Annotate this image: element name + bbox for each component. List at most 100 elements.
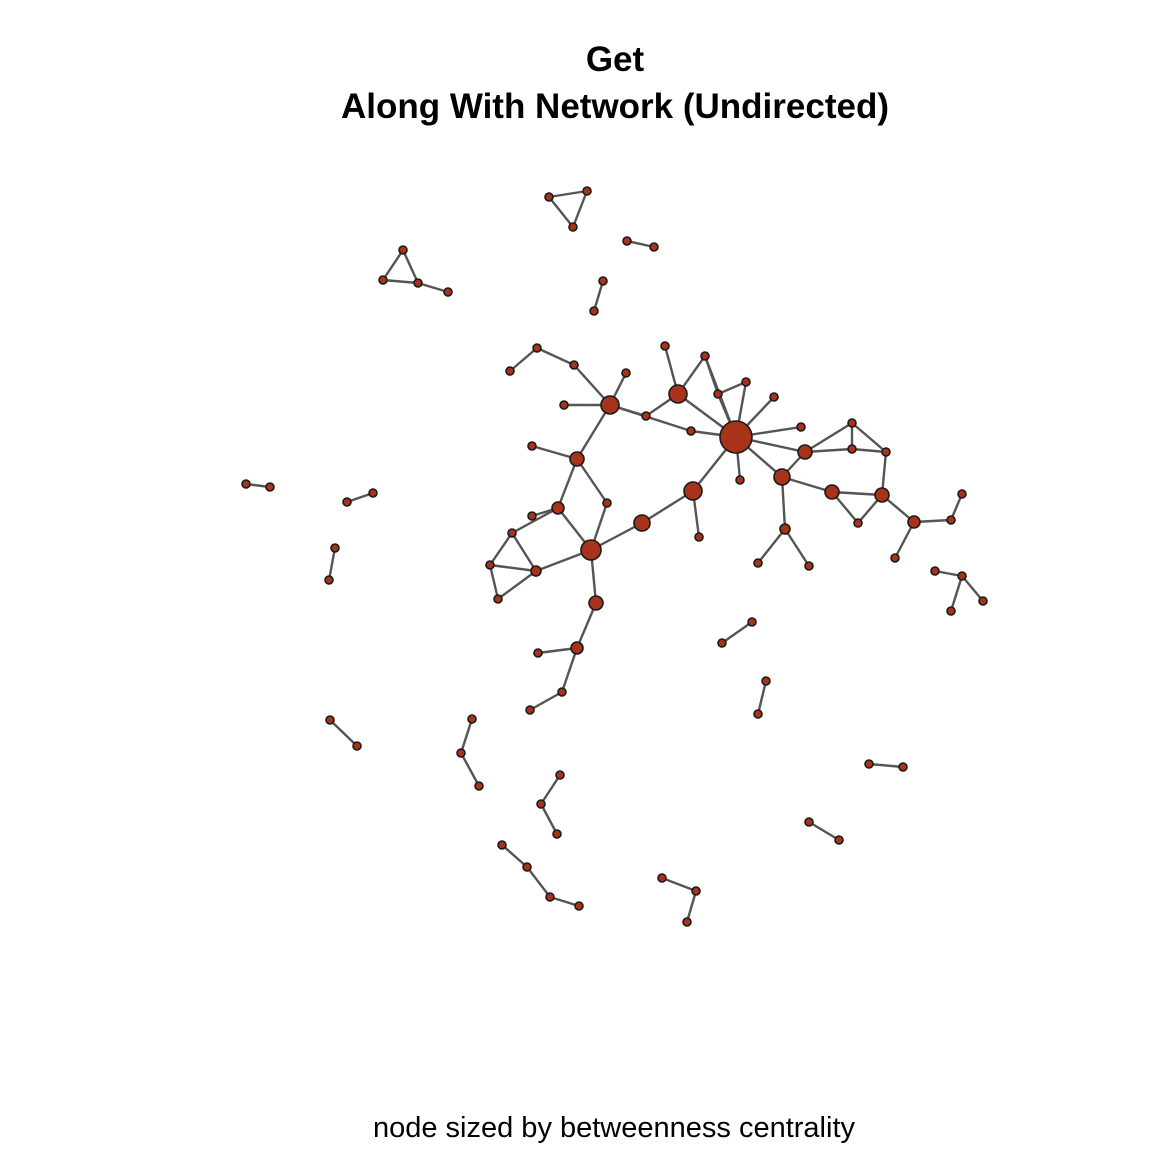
network-edge xyxy=(575,404,612,460)
network-node xyxy=(978,596,988,606)
figure-title: Get Along With Network (Undirected) xyxy=(0,36,1152,130)
network-edge xyxy=(576,458,608,504)
network-node xyxy=(907,515,921,529)
network-edge xyxy=(685,890,698,923)
network-node xyxy=(600,395,620,415)
network-edge xyxy=(549,895,580,908)
network-node xyxy=(589,306,599,316)
network-node xyxy=(694,532,704,542)
network-node xyxy=(530,565,542,577)
network-node xyxy=(525,705,535,715)
network-edge xyxy=(329,719,358,747)
network-edge xyxy=(497,570,537,600)
network-edge xyxy=(757,528,786,564)
network-node xyxy=(946,606,956,616)
network-node xyxy=(330,543,340,553)
network-edge xyxy=(851,447,887,454)
network-node xyxy=(761,676,771,686)
network-node xyxy=(735,475,745,485)
network-node xyxy=(930,566,940,576)
network-node xyxy=(536,799,546,809)
network-edge xyxy=(721,621,753,644)
network-node xyxy=(686,426,696,436)
network-node xyxy=(957,489,967,499)
network-edge xyxy=(536,346,575,367)
network-node xyxy=(847,444,857,454)
network-edge xyxy=(417,281,449,294)
network-node xyxy=(633,514,651,532)
network-edge xyxy=(459,718,474,754)
network-edge xyxy=(961,575,984,602)
network-edge xyxy=(327,547,337,581)
network-edge xyxy=(868,762,904,769)
network-node xyxy=(522,862,532,872)
network-edge xyxy=(609,403,692,433)
edge-layer xyxy=(245,189,984,923)
network-node xyxy=(957,571,967,581)
network-node xyxy=(824,484,840,500)
network-node xyxy=(700,351,710,361)
network-node xyxy=(568,222,578,232)
network-node xyxy=(527,511,537,521)
network-node xyxy=(580,539,602,561)
network-node xyxy=(641,411,651,421)
network-node xyxy=(552,829,562,839)
network-node xyxy=(598,276,608,286)
network-node xyxy=(505,366,515,376)
network-edge xyxy=(401,249,420,284)
network-node xyxy=(747,617,757,627)
network-node xyxy=(804,817,814,827)
network-node xyxy=(342,497,352,507)
network-edge xyxy=(501,844,528,868)
network-node xyxy=(797,444,813,460)
network-node xyxy=(533,648,543,658)
network-node xyxy=(713,389,723,399)
network-node xyxy=(557,687,567,697)
network-node xyxy=(683,481,703,501)
network-node xyxy=(874,487,890,503)
node-layer xyxy=(241,186,988,927)
network-node xyxy=(398,245,408,255)
network-node xyxy=(551,501,565,515)
network-node xyxy=(378,275,388,285)
network-node xyxy=(588,595,604,611)
network-node xyxy=(853,518,863,528)
network-node xyxy=(602,498,612,508)
network-node xyxy=(804,561,814,571)
network-node xyxy=(660,341,670,351)
network-node xyxy=(456,748,466,758)
title-line-1: Get xyxy=(585,40,645,79)
network-node xyxy=(555,770,565,780)
network-node xyxy=(569,360,579,370)
network-node xyxy=(622,236,632,246)
network-node xyxy=(493,594,503,604)
network-edge xyxy=(488,564,500,600)
network-node xyxy=(544,192,554,202)
network-node xyxy=(325,715,335,725)
network-edge xyxy=(804,421,853,454)
network-node xyxy=(779,523,791,535)
network-node xyxy=(946,515,956,525)
network-node xyxy=(657,873,667,883)
network-edge xyxy=(661,876,697,893)
network-edge xyxy=(783,528,811,567)
network-node xyxy=(352,741,362,751)
network-node xyxy=(569,451,585,467)
network-edge xyxy=(531,444,578,461)
network-edge xyxy=(556,458,579,509)
network-node xyxy=(691,886,701,896)
network-edge xyxy=(717,380,747,396)
network-node xyxy=(467,714,477,724)
network-node xyxy=(753,709,763,719)
network-edge xyxy=(489,563,537,573)
network-node xyxy=(368,488,378,498)
network-node xyxy=(532,343,542,353)
network-node xyxy=(796,422,806,432)
network-node xyxy=(890,553,900,563)
network-node xyxy=(527,441,537,451)
network-edge xyxy=(511,506,559,535)
network-edge xyxy=(560,647,579,693)
network-node xyxy=(898,762,908,772)
network-edge xyxy=(571,190,589,228)
